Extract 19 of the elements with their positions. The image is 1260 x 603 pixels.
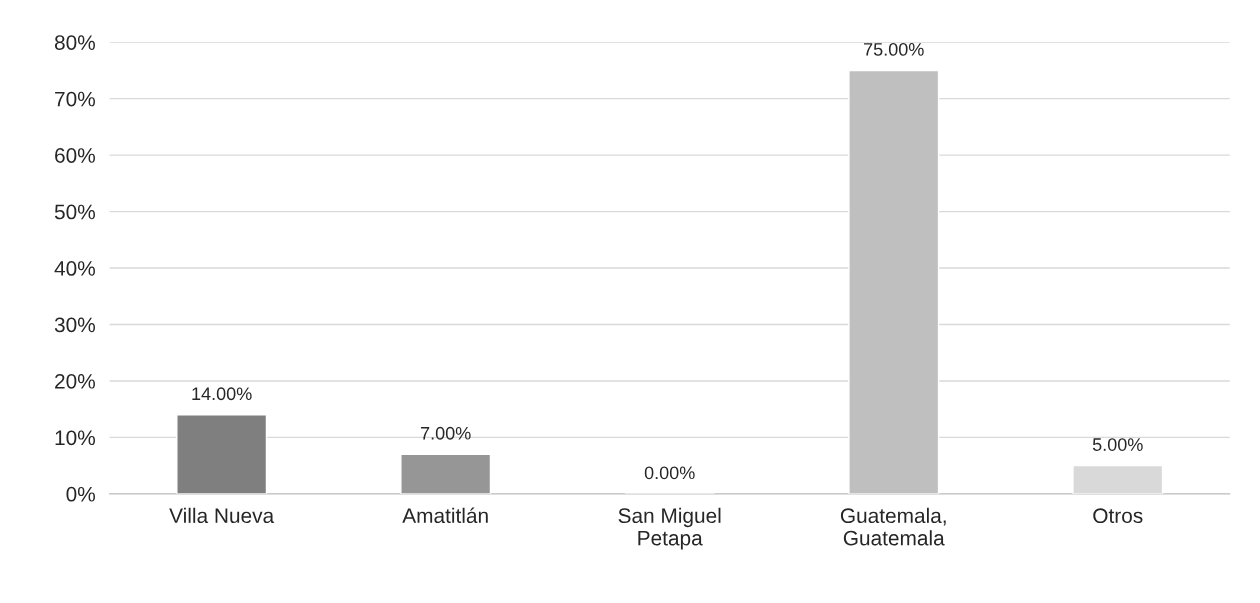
x-tick-label: Villa Nueva bbox=[169, 507, 275, 524]
y-tick-label: 0% bbox=[66, 486, 95, 502]
x-tick-label: San Miguel Petapa bbox=[618, 507, 721, 550]
y-tick-label: 10% bbox=[55, 430, 95, 446]
data-label: 5.00% bbox=[1092, 438, 1143, 451]
data-label: 75.00% bbox=[864, 42, 924, 56]
y-tick-label: 30% bbox=[54, 317, 95, 333]
y-tick-label: 70% bbox=[55, 91, 95, 107]
data-label: 14.00% bbox=[192, 387, 252, 401]
x-tick-label: Amatitlán bbox=[402, 507, 488, 524]
y-tick-label: 60% bbox=[55, 148, 95, 163]
x-tick-label: Guatemala, Guatemala bbox=[840, 507, 946, 546]
y-tick-label: 40% bbox=[54, 261, 95, 276]
x-tick-label: Otros bbox=[1093, 508, 1143, 524]
y-tick-label: 80% bbox=[54, 35, 95, 50]
y-tick-label: 50% bbox=[54, 204, 95, 220]
data-label: 0.00% bbox=[644, 466, 695, 480]
data-label: 7.00% bbox=[420, 426, 471, 440]
y-tick-label: 20% bbox=[55, 373, 95, 389]
